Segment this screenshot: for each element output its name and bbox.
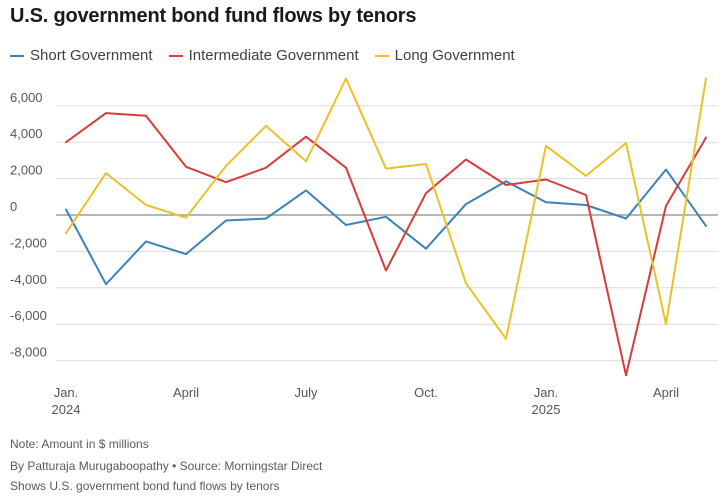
y-tick-label: 6,000 [10, 90, 43, 105]
y-tick-label: -8,000 [10, 345, 47, 360]
series-line-long-government [65, 77, 707, 340]
note-text: Note: Amount in $ millions [10, 437, 149, 451]
series-line-intermediate-government [65, 112, 707, 377]
legend-label-long: Long Government [394, 47, 515, 64]
y-tick-label: -4,000 [10, 272, 47, 287]
grid-lines [56, 105, 718, 362]
y-axis-labels: 6,000 4,000 2,000 0 -2,000 -4,000 -6,000 -8,000 [10, 90, 47, 360]
legend: Short Government Intermediate Government… [10, 47, 515, 64]
x-tick-label: July [294, 385, 318, 400]
legend-item-short: Short Government [10, 47, 153, 64]
x-tick-label: Jan. [54, 385, 79, 400]
y-tick-label: 4,000 [10, 126, 43, 141]
y-tick-label: -2,000 [10, 235, 47, 250]
legend-swatch-short [10, 54, 24, 57]
byline-text: By Patturaja Murugaboopathy • Source: Mo… [10, 459, 323, 473]
legend-label-intermediate: Intermediate Government [188, 47, 359, 64]
y-tick-label: 0 [10, 199, 17, 214]
legend-swatch-intermediate [168, 54, 183, 57]
legend-label-short: Short Government [30, 47, 153, 64]
y-tick-label: 2,000 [10, 163, 43, 178]
chart-title: U.S. government bond fund flows by tenor… [10, 5, 417, 27]
x-tick-label: Jan. [534, 385, 559, 400]
legend-item-intermediate: Intermediate Government [168, 47, 359, 64]
x-axis-labels: Jan. 2024 April July Oct. Jan. 2025 April [52, 385, 680, 417]
x-tick-label: April [173, 385, 199, 400]
x-tick-year-label: 2024 [52, 402, 81, 417]
y-tick-label: -6,000 [10, 308, 47, 323]
series-line-short-government [65, 168, 707, 286]
legend-swatch-long [374, 54, 389, 57]
caption-text: Shows U.S. government bond fund flows by… [10, 479, 280, 493]
x-tick-label: April [653, 385, 679, 400]
series-lines [65, 77, 707, 377]
x-tick-year-label: 2025 [532, 402, 561, 417]
x-tick-label: Oct. [414, 385, 438, 400]
legend-item-long: Long Government [374, 47, 515, 64]
